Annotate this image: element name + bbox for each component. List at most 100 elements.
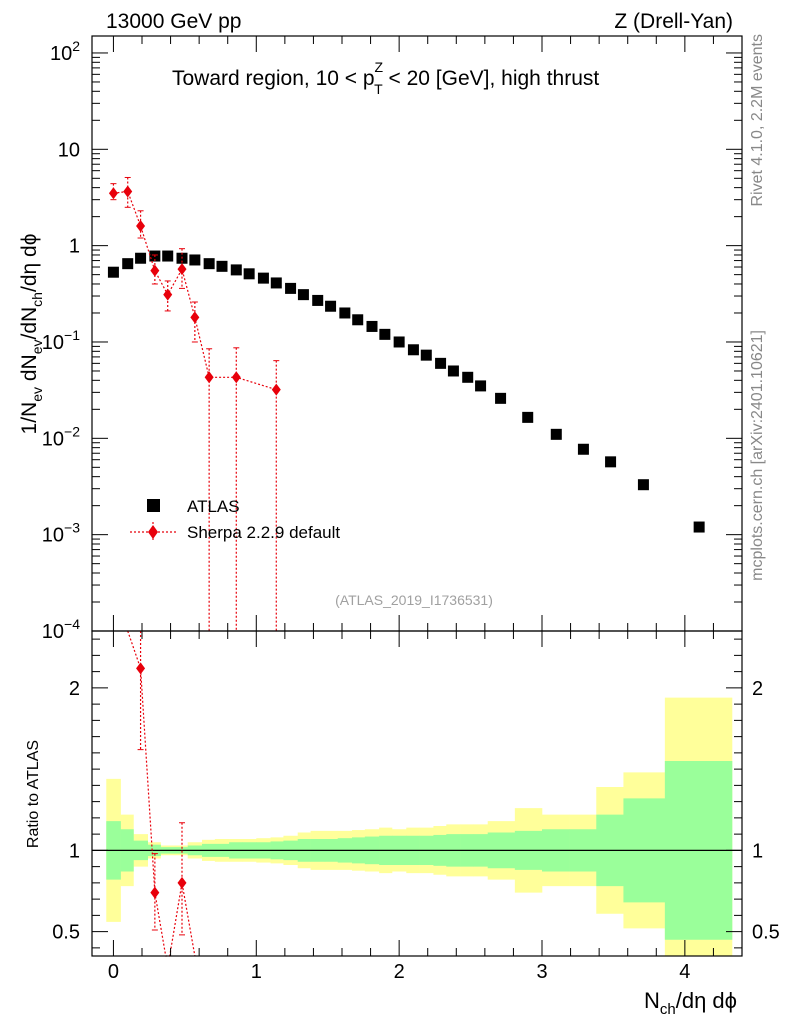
atlas-point	[435, 357, 447, 369]
legend-sherpa-label: Sherpa 2.2.9 default	[187, 523, 340, 542]
ratio-sherpa-point	[177, 876, 187, 889]
sherpa-point	[271, 383, 281, 396]
main-y-tick-exp: −2	[64, 423, 80, 439]
atlas-point	[230, 264, 242, 276]
x-tick-label: 0	[108, 961, 119, 983]
title-suffix: < 20 [GeV], high thrust	[383, 67, 600, 90]
ratio-x-ticks: 0 1 2 3 4	[108, 631, 743, 983]
atlas-point	[135, 252, 147, 264]
atlas-point	[637, 479, 649, 491]
atlas-point	[203, 258, 215, 270]
atlas-point	[407, 344, 419, 356]
main-y-tick-exp: 2	[72, 38, 80, 54]
ratio-y-tick-label-right: 2	[752, 678, 763, 700]
ratio-y-tick-label-left: 2	[69, 678, 80, 700]
sherpa-point	[123, 185, 133, 198]
atlas-point	[693, 521, 705, 533]
rivet-label: Rivet 4.1.0, 2.2M events	[749, 34, 766, 207]
atlas-point	[122, 258, 134, 270]
sherpa-point	[177, 263, 187, 276]
atlas-point	[107, 266, 119, 278]
atlas-point	[522, 411, 534, 423]
sherpa-point	[150, 264, 160, 277]
sherpa-point	[163, 288, 173, 301]
atlas-point	[447, 365, 459, 377]
sherpa-point	[190, 311, 200, 324]
atlas-point	[550, 428, 562, 440]
atlas-point	[257, 272, 269, 284]
main-y-tick-exp: −1	[64, 327, 80, 343]
main-title: Toward region, 10 < pZ T < 20 [GeV], high…	[172, 59, 599, 97]
legend-sherpa-marker	[148, 525, 158, 539]
x-axis-label: Nch/dη dϕ	[644, 988, 737, 1018]
main-y-tick-label: 102	[50, 38, 80, 65]
ratio-y-ticks: 0.5 0.5 1 1 2 2	[52, 638, 780, 949]
sherpa-point	[136, 219, 146, 232]
sherpa-line	[113, 190, 277, 391]
atlas-point	[605, 456, 617, 468]
sherpa-point	[231, 371, 241, 384]
title-prefix: Toward region, 10 < p	[172, 67, 375, 90]
ratio-sherpa-line	[127, 630, 196, 957]
header-right: Z (Drell-Yan)	[614, 10, 733, 33]
atlas-point	[577, 443, 589, 455]
main-x-ticks	[112, 36, 743, 631]
legend-atlas-label: ATLAS	[187, 497, 240, 516]
sherpa-point	[108, 187, 118, 200]
x-tick-label: 1	[251, 961, 262, 983]
main-y-tick-base: 10	[42, 428, 64, 450]
x-tick-label: 3	[536, 961, 547, 983]
atlas-point	[339, 307, 351, 319]
atlas-point	[366, 320, 378, 332]
main-y-tick-label: 10−1	[42, 327, 80, 354]
main-content	[107, 176, 705, 631]
main-y-tick-base: 10	[50, 43, 72, 65]
main-y-tick-base: 10	[42, 525, 64, 547]
legend-atlas-marker	[147, 499, 160, 512]
main-y-tick-base: 1	[69, 236, 80, 258]
atlas-point	[243, 268, 255, 280]
atlas-point	[325, 300, 337, 312]
main-y-tick-label: 10−3	[42, 520, 80, 547]
atlas-point	[270, 277, 282, 289]
ratio-y-tick-label-right: 1	[752, 840, 763, 862]
main-y-tick-label: 1	[69, 236, 80, 258]
main-y-tick-label: 10−2	[42, 423, 80, 450]
x-tick-label: 2	[394, 961, 405, 983]
ratio-sherpa-point	[150, 886, 160, 899]
main-y-tick-exp: −4	[64, 616, 80, 632]
title-sub: T	[374, 81, 383, 97]
sherpa-point	[204, 371, 214, 384]
ratio-y-tick-label-left: 1	[69, 840, 80, 862]
ratio-panel: 0.5 0.5 1 1 2 2 0 1 2 3 4 Ratio to ATLAS Nch/dη d…	[25, 630, 780, 1018]
atlas-point	[285, 282, 297, 294]
legend: ATLAS Sherpa 2.2.9 default	[130, 497, 340, 542]
atlas-point	[297, 289, 309, 301]
main-y-tick-base: 10	[42, 621, 64, 643]
atlas-point	[462, 371, 474, 383]
ratio-y-tick-label-left: 0.5	[52, 922, 80, 944]
atlas-point	[393, 336, 405, 348]
main-y-axis-label: 1/Nev dNev/dNch/dη dϕ	[18, 234, 45, 435]
atlas-point	[216, 260, 228, 272]
atlas-point	[475, 380, 487, 392]
main-y-tick-base: 10	[58, 139, 80, 161]
main-y-tick-base: 10	[42, 332, 64, 354]
main-y-tick-label: 10−4	[42, 616, 80, 643]
atlas-point	[312, 294, 324, 306]
atlas-point	[352, 314, 364, 326]
atlas-point	[189, 254, 201, 266]
ratio-y-axis-label: Ratio to ATLAS	[25, 740, 42, 848]
header-left: 13000 GeV pp	[106, 10, 241, 33]
ratio-sherpa-point	[136, 662, 146, 675]
ratio-y-tick-label-right: 0.5	[752, 922, 780, 944]
atlas-point	[420, 349, 432, 361]
ratio-content	[92, 630, 742, 957]
ratio-frame	[91, 630, 743, 957]
analysis-watermark: (ATLAS_2019_I1736531)	[335, 592, 493, 608]
atlas-point	[162, 250, 174, 262]
atlas-point	[495, 392, 507, 404]
